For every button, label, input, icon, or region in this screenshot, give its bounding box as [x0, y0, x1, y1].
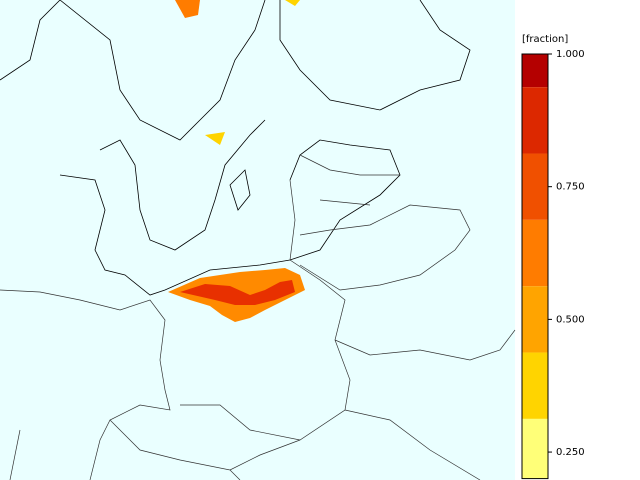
colorbar-tick-label: 0.750 — [556, 182, 585, 193]
colorbar-band — [522, 286, 548, 353]
map-background — [0, 0, 515, 480]
colorbar-frame — [521, 53, 549, 480]
precipitation-areas — [168, 0, 305, 322]
colorbar-tick-label: 1.000 — [556, 49, 585, 60]
colorbar-band — [522, 87, 548, 154]
colorbar-tick-label: 0.500 — [556, 314, 585, 325]
colorbar-band — [522, 219, 548, 287]
map-outlines — [0, 0, 516, 480]
colorbar-tick-label: 0.250 — [556, 447, 585, 458]
colorbar-band — [522, 54, 548, 88]
colorbar-title: [fraction] — [522, 34, 568, 45]
colorbar-band — [522, 352, 548, 419]
colorbar-band — [522, 418, 548, 479]
colorbar-band — [522, 153, 548, 220]
